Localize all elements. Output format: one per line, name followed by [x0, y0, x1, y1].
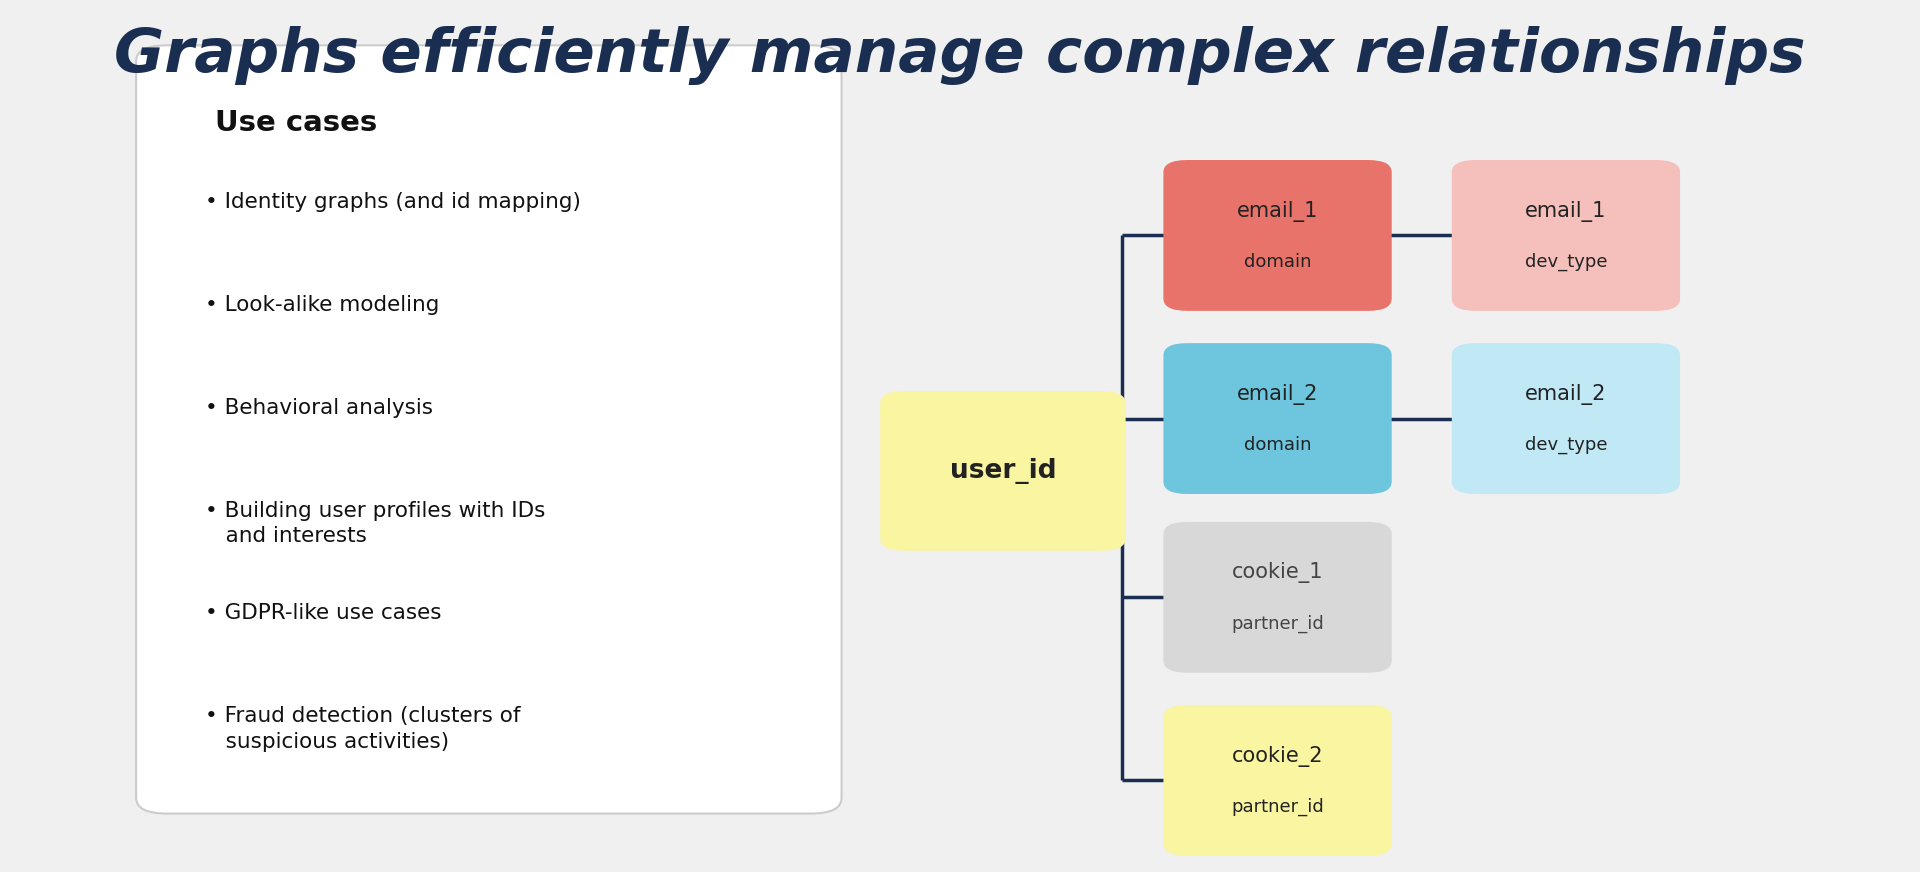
FancyBboxPatch shape — [1164, 160, 1392, 311]
Text: • Look-alike modeling: • Look-alike modeling — [205, 295, 440, 315]
FancyBboxPatch shape — [136, 45, 841, 814]
FancyBboxPatch shape — [1452, 160, 1680, 311]
Text: user_id: user_id — [950, 458, 1056, 484]
Text: domain: domain — [1244, 436, 1311, 453]
Text: domain: domain — [1244, 253, 1311, 270]
Text: email_2: email_2 — [1236, 384, 1319, 405]
Text: • Identity graphs (and id mapping): • Identity graphs (and id mapping) — [205, 192, 580, 212]
FancyBboxPatch shape — [1164, 521, 1392, 673]
Text: cookie_1: cookie_1 — [1233, 562, 1323, 583]
Text: partner_id: partner_id — [1231, 615, 1325, 632]
Text: dev_type: dev_type — [1524, 253, 1607, 270]
Text: email_2: email_2 — [1524, 384, 1607, 405]
Text: email_1: email_1 — [1524, 201, 1607, 221]
FancyBboxPatch shape — [1452, 344, 1680, 494]
Text: Graphs efficiently manage complex relationships: Graphs efficiently manage complex relati… — [115, 26, 1805, 85]
Text: • Fraud detection (clusters of
   suspicious activities): • Fraud detection (clusters of suspiciou… — [205, 706, 520, 752]
FancyBboxPatch shape — [1164, 705, 1392, 856]
Text: • Building user profiles with IDs
   and interests: • Building user profiles with IDs and in… — [205, 501, 545, 546]
FancyBboxPatch shape — [1164, 344, 1392, 494]
Text: • Behavioral analysis: • Behavioral analysis — [205, 398, 432, 418]
Text: cookie_2: cookie_2 — [1233, 746, 1323, 766]
FancyBboxPatch shape — [879, 391, 1125, 551]
Text: dev_type: dev_type — [1524, 436, 1607, 453]
Text: Use cases: Use cases — [215, 109, 378, 137]
Text: partner_id: partner_id — [1231, 798, 1325, 815]
Text: email_1: email_1 — [1236, 201, 1319, 221]
Text: • GDPR-like use cases: • GDPR-like use cases — [205, 603, 442, 623]
